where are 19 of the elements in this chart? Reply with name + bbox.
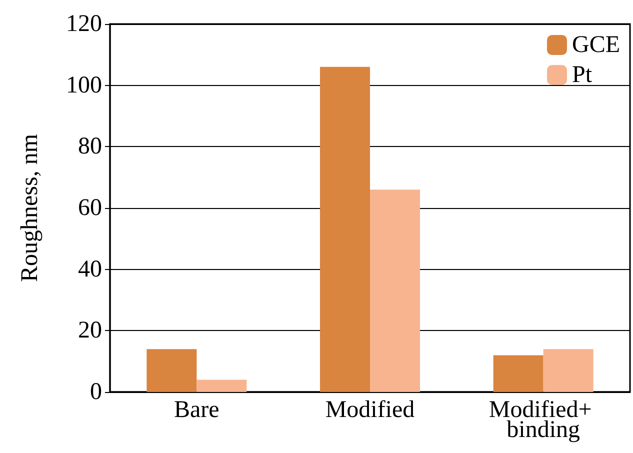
bar — [320, 66, 370, 392]
bar — [196, 380, 247, 392]
x-tick-label: Bare — [174, 397, 220, 423]
x-tick-label: Modified+ binding — [488, 397, 598, 443]
y-tick-label: 80 — [78, 134, 102, 160]
y-axis-title: Roughness, nm — [17, 134, 43, 282]
bar — [370, 190, 420, 392]
x-tick-label: Modified — [325, 397, 415, 423]
bar — [146, 349, 197, 392]
bar — [493, 355, 544, 392]
y-tick-label: 120 — [66, 11, 102, 37]
y-tick-label: 20 — [78, 318, 102, 344]
bar — [543, 349, 594, 392]
legend-label: Pt — [572, 62, 592, 88]
y-tick-label: 40 — [78, 256, 102, 282]
y-tick-label: 100 — [66, 72, 102, 98]
y-tick-label: 60 — [78, 195, 102, 221]
y-tick-label: 0 — [90, 379, 102, 405]
legend-label: GCE — [572, 32, 620, 58]
